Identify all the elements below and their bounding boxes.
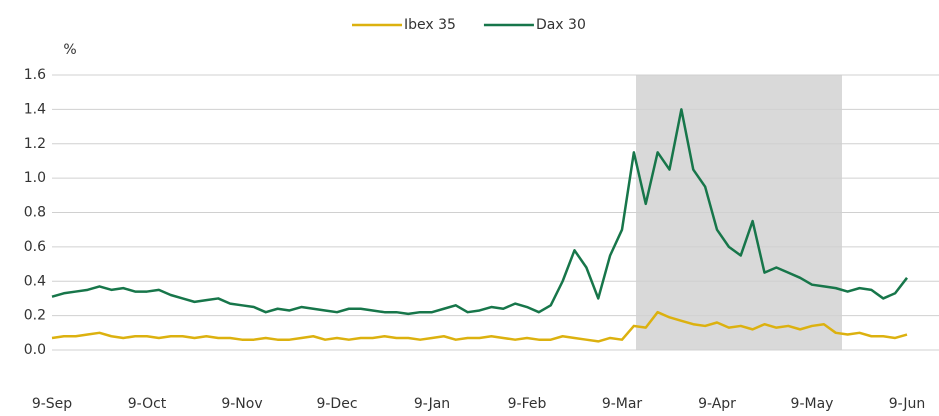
y-tick-label: 0.8 bbox=[24, 205, 46, 221]
y-tick-label: 1.4 bbox=[24, 101, 46, 117]
y-tick-label: 1.2 bbox=[24, 136, 46, 152]
x-tick-label: 9-Dec bbox=[316, 396, 357, 412]
x-tick-label: 9-Nov bbox=[221, 396, 262, 412]
x-tick-label: 9-Mar bbox=[602, 396, 643, 412]
y-tick-label: 0.0 bbox=[24, 342, 46, 358]
y-tick-label: 0.6 bbox=[24, 239, 46, 255]
y-tick-label: 1.6 bbox=[24, 67, 46, 83]
x-tick-label: 9-Apr bbox=[698, 396, 736, 412]
y-tick-label: 0.2 bbox=[24, 308, 46, 324]
line-series bbox=[51, 310, 908, 343]
line-series bbox=[51, 108, 908, 316]
x-tick-label: 9-Jun bbox=[889, 396, 926, 412]
x-tick-label: 9-Jan bbox=[414, 396, 450, 412]
legend-label: Dax 30 bbox=[536, 17, 586, 33]
x-tick-label: 9-May bbox=[791, 396, 834, 412]
y-axis-label: % bbox=[63, 42, 76, 58]
legend-label: Ibex 35 bbox=[404, 17, 456, 33]
y-tick-label: 0.4 bbox=[24, 273, 46, 289]
y-tick-label: 1.0 bbox=[24, 170, 46, 186]
x-tick-label: 9-Oct bbox=[128, 396, 167, 412]
x-tick-label: 9-Sep bbox=[32, 396, 72, 412]
x-tick-label: 9-Feb bbox=[508, 396, 547, 412]
